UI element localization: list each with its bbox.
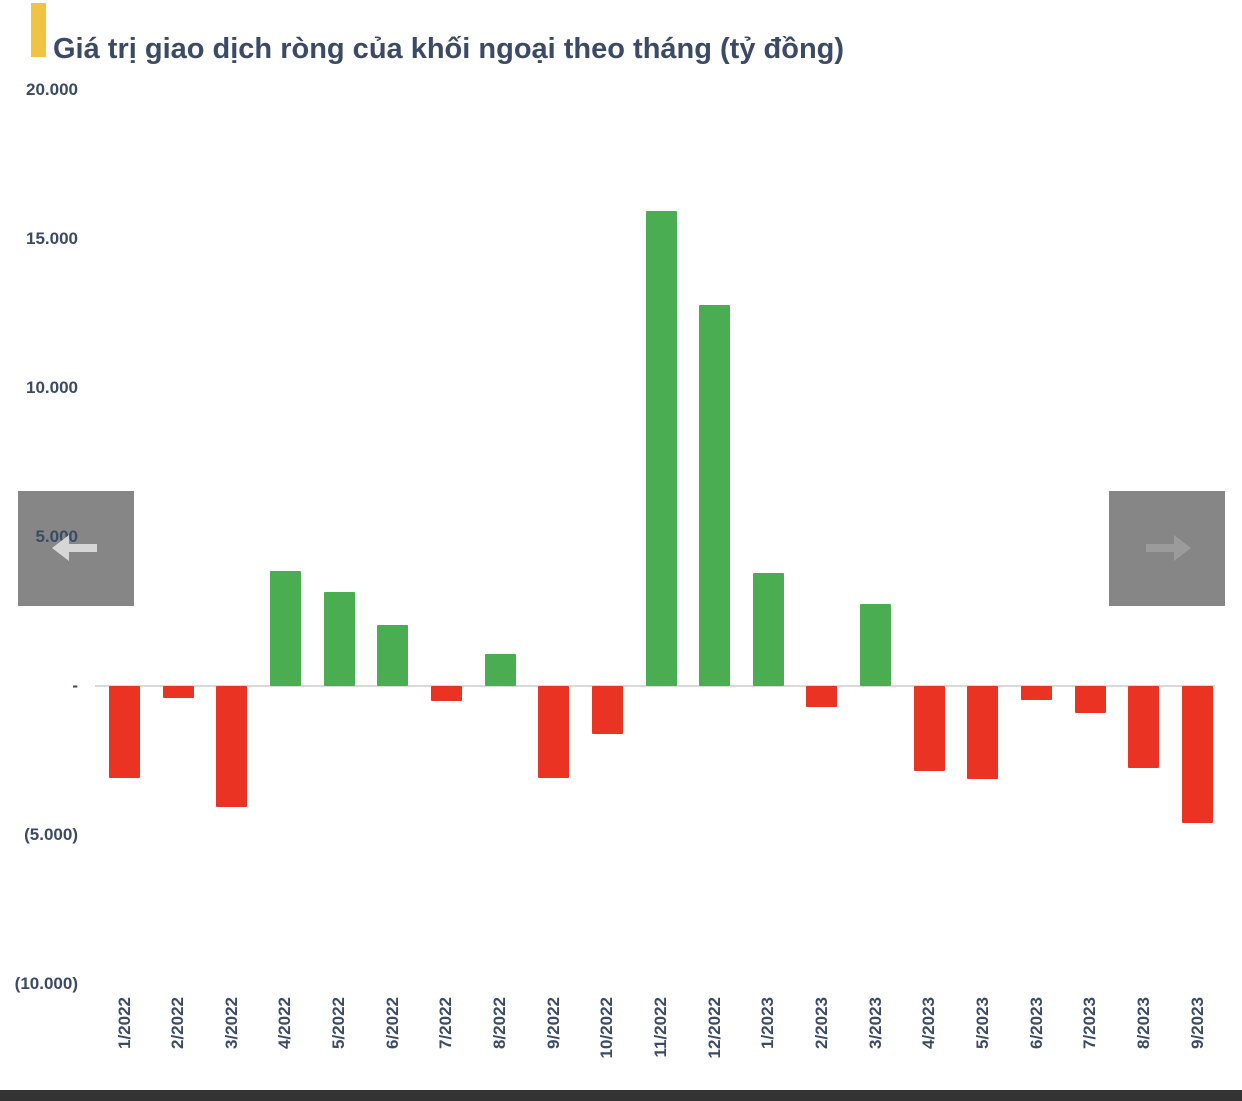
- y-axis-tick-label: (10.000): [14, 974, 78, 993]
- x-axis-label: 7/2022: [436, 997, 456, 1049]
- bar-10/2022: [591, 686, 623, 735]
- y-axis-tick-label: (5.000): [24, 825, 78, 844]
- page-title: Giá trị giao dịch ròng của khối ngoại th…: [53, 33, 845, 66]
- x-axis-label: 4/2022: [275, 997, 295, 1049]
- bar-4/2022: [269, 570, 301, 686]
- bar-6/2022: [377, 624, 409, 686]
- x-axis-label: 1/2023: [758, 997, 778, 1049]
- x-axis-label: 2/2023: [811, 997, 831, 1049]
- prev-nav-button[interactable]: [18, 491, 134, 606]
- x-axis-label: 9/2023: [1187, 997, 1207, 1049]
- x-axis-label: 2/2022: [168, 997, 188, 1049]
- x-axis-label: 7/2023: [1080, 997, 1100, 1049]
- x-axis-label: 12/2022: [704, 997, 724, 1059]
- bar-2/2022: [162, 686, 194, 698]
- y-axis-tick-label: 10.000: [26, 378, 78, 397]
- x-axis-label: 6/2023: [1026, 997, 1046, 1049]
- bar-9/2023: [1182, 686, 1213, 824]
- bar-4/2023: [913, 686, 945, 771]
- bar-3/2023: [860, 604, 892, 686]
- bar-7/2023: [1074, 686, 1106, 713]
- x-axis-label: 1/2022: [114, 997, 134, 1049]
- next-nav-button[interactable]: [1109, 491, 1225, 606]
- bar-5/2023: [967, 686, 999, 779]
- bar-9/2022: [538, 686, 570, 779]
- x-axis-label: 8/2022: [490, 997, 510, 1049]
- x-axis-label: 5/2023: [972, 997, 992, 1049]
- bar-2/2023: [806, 686, 838, 707]
- x-axis-label: 6/2022: [382, 997, 402, 1049]
- bar-1/2022: [109, 686, 140, 779]
- bar-8/2022: [484, 653, 516, 686]
- footer-bar: [0, 1090, 1242, 1101]
- zero-axis-line: [95, 685, 1215, 687]
- bar-1/2023: [752, 572, 784, 686]
- bar-7/2022: [430, 686, 462, 701]
- bar-12/2022: [699, 304, 731, 686]
- bar-8/2023: [1128, 686, 1160, 768]
- y-axis-tick-label: 5.000: [35, 527, 78, 546]
- title-accent-bar: [31, 3, 46, 57]
- bar-11/2022: [645, 210, 677, 686]
- bar-6/2023: [1021, 686, 1053, 700]
- x-axis-label: 11/2022: [651, 997, 670, 1058]
- x-axis-label: 5/2022: [329, 997, 349, 1049]
- x-axis-label: 3/2023: [865, 997, 885, 1049]
- bar-3/2022: [216, 686, 248, 807]
- x-axis-label: 9/2022: [543, 997, 563, 1049]
- x-axis-label: 10/2022: [597, 997, 617, 1059]
- y-axis-tick-label: 15.000: [26, 229, 78, 248]
- x-axis-label: 3/2022: [221, 997, 241, 1049]
- x-axis-label: 4/2023: [919, 997, 939, 1049]
- bar-5/2022: [323, 591, 355, 686]
- y-axis-tick-label: -: [72, 676, 78, 695]
- x-axis-label: 8/2023: [1133, 997, 1153, 1049]
- y-axis-tick-label: 20.000: [26, 80, 78, 99]
